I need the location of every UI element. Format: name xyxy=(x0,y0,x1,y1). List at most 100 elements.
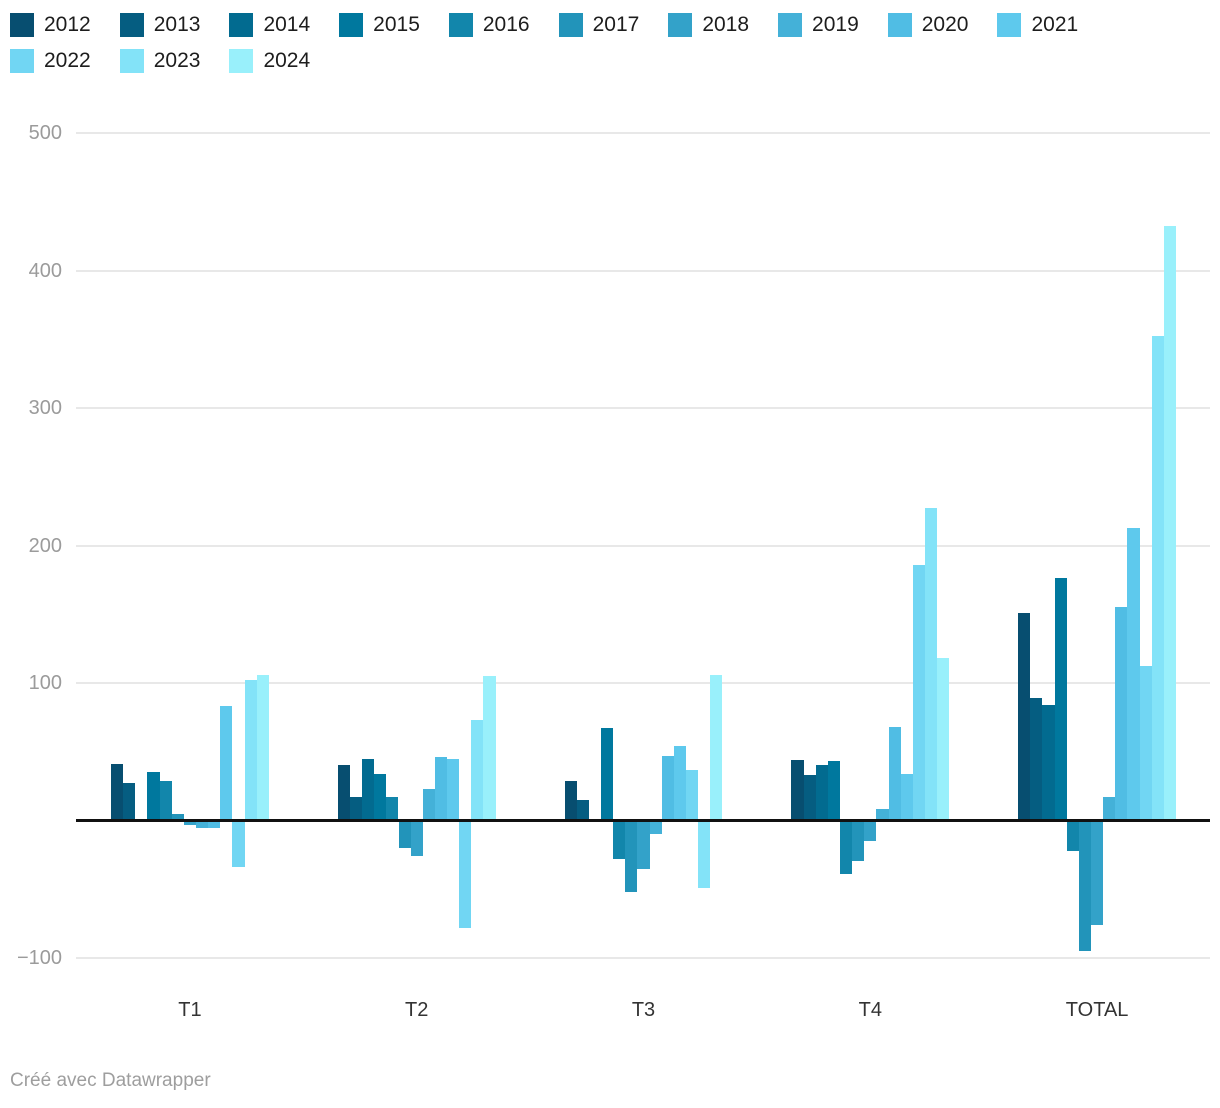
bar-2024-T1[interactable] xyxy=(256,674,269,819)
bar-2020-TOTAL[interactable] xyxy=(1115,607,1128,819)
legend-swatch xyxy=(119,49,144,73)
bar-2012-T2[interactable] xyxy=(337,765,350,819)
bar-2015-T4[interactable] xyxy=(827,761,840,819)
legend-swatch xyxy=(778,13,803,37)
legend-swatch xyxy=(997,13,1022,37)
bar-2019-T3[interactable] xyxy=(649,822,662,835)
legend-item-2017: 2017 xyxy=(558,12,640,38)
x-axis-category-label: T1 xyxy=(178,999,202,1021)
bar-2016-T2[interactable] xyxy=(386,797,399,819)
bar-2020-T1[interactable] xyxy=(208,822,221,828)
bar-2015-T3[interactable] xyxy=(601,728,614,819)
bar-2013-T4[interactable] xyxy=(803,775,816,819)
bar-2021-T4[interactable] xyxy=(900,773,913,819)
legend-label: 2021 xyxy=(1031,13,1079,36)
gridline-200 xyxy=(76,544,1210,547)
legend-label: 2024 xyxy=(263,49,311,72)
bar-2020-T4[interactable] xyxy=(888,726,901,819)
bar-2015-T2[interactable] xyxy=(374,773,387,819)
bar-2018-TOTAL[interactable] xyxy=(1091,822,1104,926)
attribution-text: Créé avec Datawrapper xyxy=(10,1070,211,1091)
legend-label: 2015 xyxy=(373,13,420,36)
bar-2018-T1[interactable] xyxy=(183,822,196,825)
legend-item-2023: 2023 xyxy=(119,48,201,74)
bar-2018-T2[interactable] xyxy=(410,822,423,857)
bar-2016-T1[interactable] xyxy=(159,780,172,819)
bar-2018-T3[interactable] xyxy=(637,822,650,869)
bar-2019-TOTAL[interactable] xyxy=(1103,797,1116,819)
legend-label: 2018 xyxy=(702,13,750,36)
bar-2012-TOTAL[interactable] xyxy=(1018,612,1031,819)
bar-2023-T4[interactable] xyxy=(924,508,938,819)
bar-2024-TOTAL[interactable] xyxy=(1163,226,1176,819)
bar-2015-TOTAL[interactable] xyxy=(1054,578,1067,819)
bar-2017-T1[interactable] xyxy=(171,813,184,819)
x-axis-category-label: T3 xyxy=(631,999,656,1021)
legend-swatch xyxy=(119,13,144,37)
bar-2012-T1[interactable] xyxy=(111,764,124,819)
bar-2012-T3[interactable] xyxy=(564,780,577,819)
legend-swatch xyxy=(229,13,254,37)
bar-2017-T2[interactable] xyxy=(398,822,411,849)
bar-2022-T1[interactable] xyxy=(232,822,245,868)
legend-label: 2013 xyxy=(153,13,201,36)
bar-2023-T3[interactable] xyxy=(698,822,711,888)
legend-swatch xyxy=(558,13,583,37)
legend-label: 2017 xyxy=(592,13,640,36)
legend: 2012 2013 2014 2015 2016 2017 2018 2019 2020 2021… xyxy=(10,12,1215,84)
bar-2021-T1[interactable] xyxy=(220,706,233,819)
bar-2020-T2[interactable] xyxy=(434,757,448,819)
legend-swatch xyxy=(448,13,473,37)
y-axis-tick-label: −100 xyxy=(16,947,62,969)
bar-2024-T2[interactable] xyxy=(483,676,496,819)
zero-baseline xyxy=(76,819,1210,822)
bar-2016-T4[interactable] xyxy=(839,822,853,875)
legend-label: 2020 xyxy=(921,13,969,36)
bar-2023-T1[interactable] xyxy=(244,680,257,819)
bar-2022-T3[interactable] xyxy=(686,769,699,819)
legend-swatch xyxy=(10,13,34,37)
bar-2024-T4[interactable] xyxy=(937,658,950,819)
bar-2016-TOTAL[interactable] xyxy=(1066,822,1079,851)
bar-2014-T4[interactable] xyxy=(815,765,828,819)
bar-2013-TOTAL[interactable] xyxy=(1030,698,1043,819)
legend-item-2020: 2020 xyxy=(887,12,969,38)
bar-2023-TOTAL[interactable] xyxy=(1151,336,1164,819)
legend-label: 2023 xyxy=(153,49,201,72)
legend-label: 2016 xyxy=(482,13,530,36)
legend-item-2014: 2014 xyxy=(229,12,310,38)
bar-2019-T1[interactable] xyxy=(195,822,209,828)
bar-2014-T2[interactable] xyxy=(362,758,375,819)
legend-swatch xyxy=(10,49,34,73)
bar-2012-T4[interactable] xyxy=(791,759,804,819)
bar-2023-T2[interactable] xyxy=(471,720,484,819)
bar-2021-T2[interactable] xyxy=(447,758,460,819)
legend-label: 2019 xyxy=(812,13,859,36)
bar-2017-TOTAL[interactable] xyxy=(1078,822,1092,952)
legend-item-2012: 2012 xyxy=(10,12,91,38)
bar-2019-T4[interactable] xyxy=(876,809,889,819)
bar-2019-T2[interactable] xyxy=(422,788,435,819)
bar-2022-T2[interactable] xyxy=(459,822,472,928)
legend-swatch xyxy=(339,13,364,37)
legend-item-2016: 2016 xyxy=(448,12,530,38)
bar-2020-T3[interactable] xyxy=(661,755,674,819)
bar-2021-TOTAL[interactable] xyxy=(1127,527,1140,819)
bar-2018-T4[interactable] xyxy=(864,822,877,842)
bar-2014-TOTAL[interactable] xyxy=(1042,704,1055,819)
bar-2013-T2[interactable] xyxy=(349,797,363,819)
bar-2024-T3[interactable] xyxy=(710,674,723,819)
bar-2013-T1[interactable] xyxy=(123,783,136,819)
bar-2013-T3[interactable] xyxy=(576,799,589,819)
bar-2022-T4[interactable] xyxy=(912,564,925,819)
legend-item-2013: 2013 xyxy=(119,12,201,38)
gridline-500 xyxy=(76,132,1210,134)
bar-2017-T4[interactable] xyxy=(852,822,865,861)
legend-swatch xyxy=(229,49,254,73)
x-axis-category-label: TOTAL xyxy=(1065,999,1129,1021)
bar-2015-T1[interactable] xyxy=(147,772,160,819)
bar-2017-T3[interactable] xyxy=(625,822,638,893)
bar-2016-T3[interactable] xyxy=(613,822,626,860)
bar-2021-T3[interactable] xyxy=(673,746,686,819)
bar-2022-TOTAL[interactable] xyxy=(1139,666,1152,819)
